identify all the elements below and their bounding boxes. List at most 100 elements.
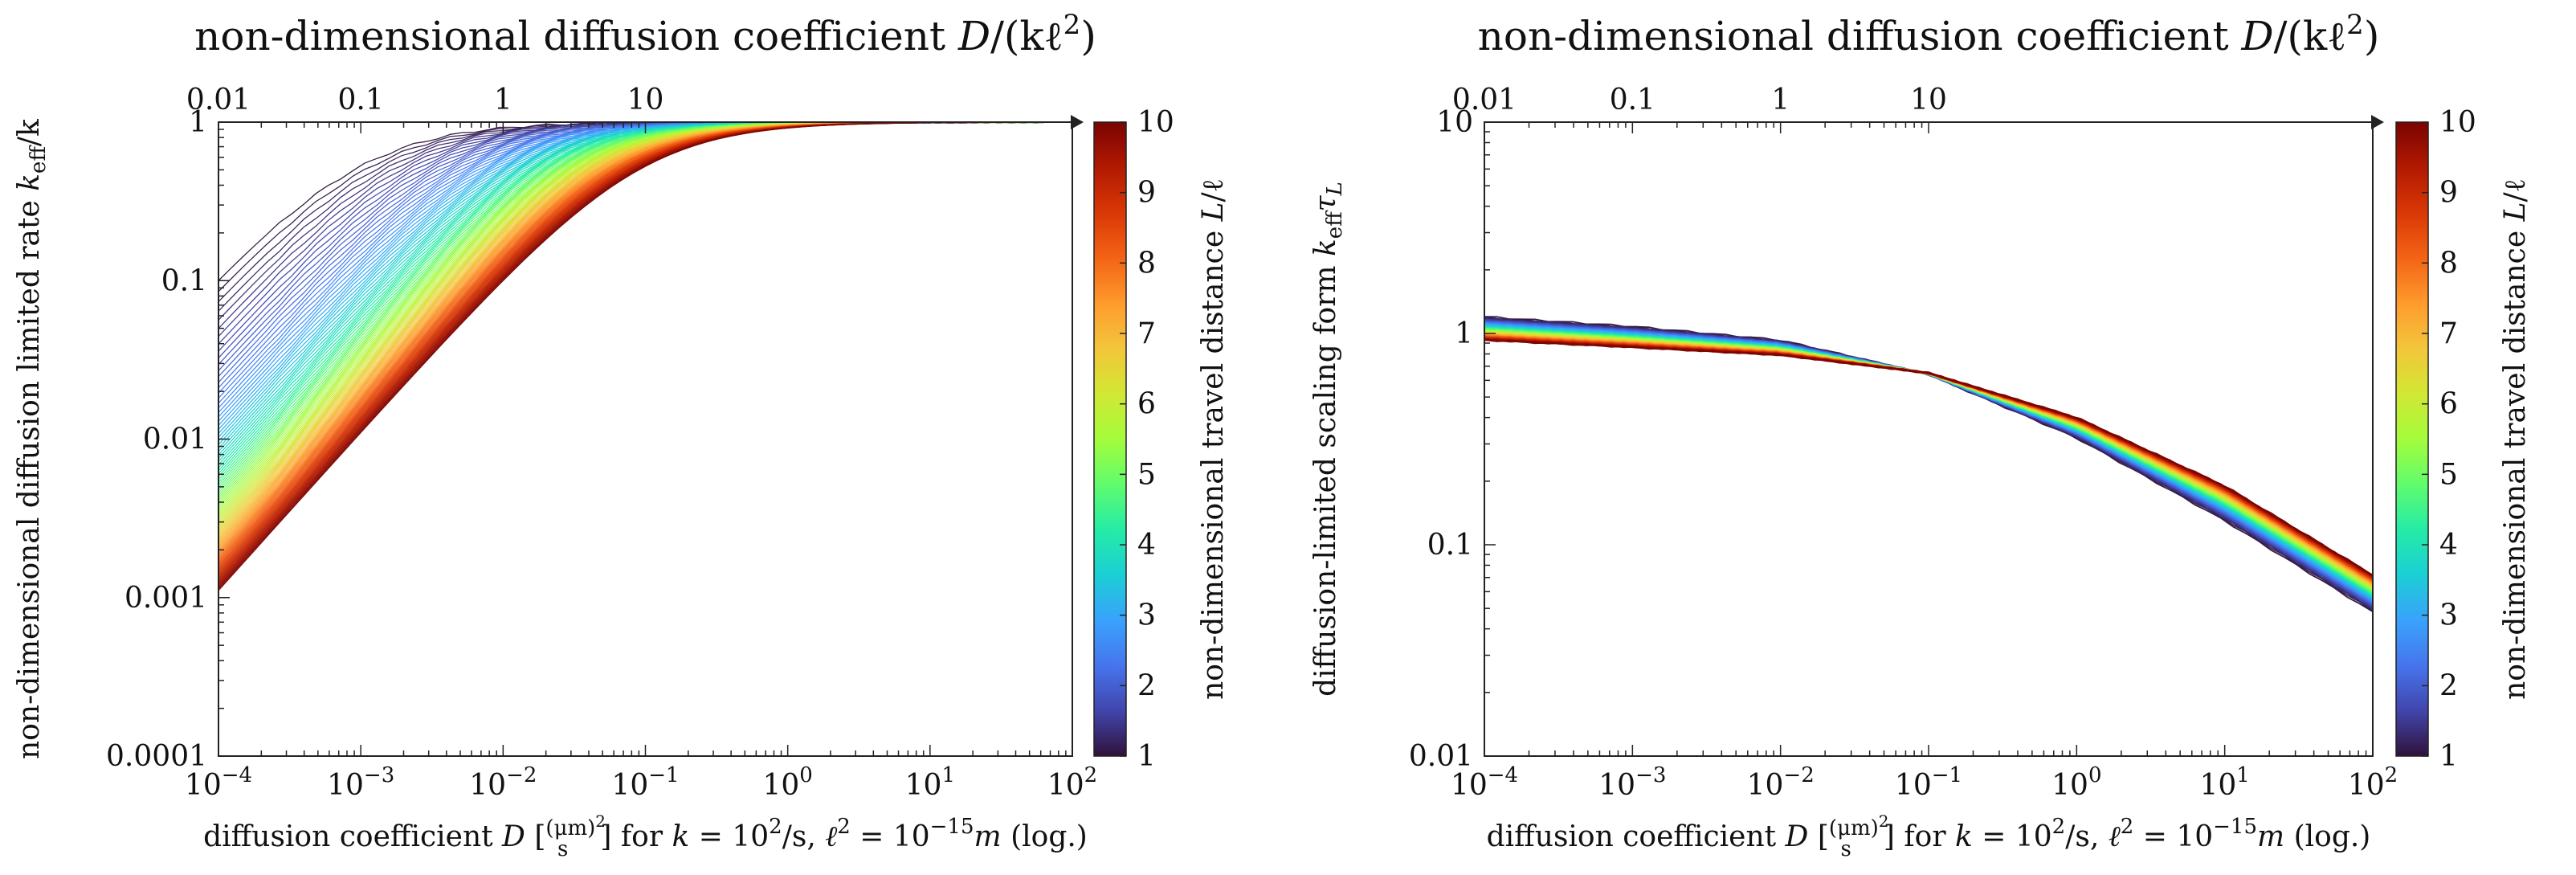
series-line-L6.36 (1484, 331, 2373, 587)
series-line-L2.00 (1484, 320, 2373, 606)
series-line-L2.27 (1484, 321, 2373, 603)
series-line-L3.45 (1484, 325, 2373, 599)
series-group (218, 122, 1072, 591)
series-line-L1.82 (1484, 320, 2373, 605)
series-line-L6.18 (218, 122, 1072, 525)
series-line-L4.27 (1484, 327, 2373, 595)
top-tick-label: 0.1 (338, 84, 384, 117)
y-tick-label: 0.01 (143, 423, 207, 456)
y-axis-label: non-dimensional diffusion limited rate k… (13, 118, 51, 759)
series-line-L2.55 (1484, 322, 2373, 603)
colorbar-tick-label: 3 (1137, 599, 1156, 632)
series-line-L6.64 (1484, 333, 2373, 586)
series-line-L1.64 (1484, 319, 2373, 608)
series-line-L6.09 (1484, 332, 2373, 588)
x-tick-label: 10−2 (1747, 763, 1815, 802)
series-line-L2.45 (1484, 321, 2373, 603)
top-tick-label: 0.1 (1610, 84, 1655, 117)
x-tick-label: 101 (905, 763, 955, 802)
series-line-L6.27 (1484, 332, 2373, 587)
colorbar-tick-label: 9 (2439, 177, 2458, 210)
series-line-L8.73 (218, 122, 1072, 572)
series-line-L1.00 (1484, 316, 2373, 612)
colorbar-tick-label: 7 (2439, 317, 2458, 350)
series-line-L2.64 (1484, 323, 2373, 601)
series-line-L4.91 (1484, 329, 2373, 591)
series-line-L3.64 (1484, 325, 2373, 597)
series-line-L3.00 (1484, 324, 2373, 600)
series-line-L1.27 (1484, 318, 2373, 610)
x-tick-label: 10−3 (327, 763, 394, 802)
series-line-L2.73 (1484, 323, 2373, 601)
top-tick-label: 1 (494, 84, 512, 117)
series-group (1484, 316, 2373, 612)
series-line-L4.36 (1484, 328, 2373, 594)
series-line-L3.91 (1484, 327, 2373, 596)
colorbar-tick-label: 1 (1137, 740, 1156, 773)
series-line-L8.27 (218, 122, 1072, 565)
colorbar-tick-label: 4 (2439, 529, 2458, 562)
colorbar-tick-label: 6 (1137, 388, 1156, 421)
series-line-L3.82 (1484, 325, 2373, 598)
series-line-L8.64 (218, 122, 1072, 571)
y-tick-label: 10 (1436, 106, 1473, 139)
series-line-L9.55 (218, 122, 1072, 585)
chart-title: non-dimensional diffusion coefficient D/… (194, 9, 1096, 59)
y-tick-label: 1 (189, 106, 207, 139)
series-line-L5.00 (1484, 329, 2373, 592)
y-tick-label: 1 (1455, 317, 1473, 350)
colorbar (1093, 121, 1127, 757)
x-axis-label: diffusion coefficient D [(μm)2 s] for k =… (203, 812, 1088, 861)
series-line-L2.36 (1484, 321, 2373, 603)
series-line-L5.18 (1484, 329, 2373, 592)
series-line-L5.45 (1484, 329, 2373, 591)
series-line-L5.91 (1484, 330, 2373, 589)
colorbar-tick-label: 3 (2439, 599, 2458, 632)
top-axis-arrow (2371, 115, 2384, 129)
series-line-L6.82 (218, 122, 1072, 538)
y-axis-label: diffusion-limited scaling form keffτL (1309, 182, 1347, 697)
series-line-L4.82 (1484, 329, 2373, 592)
series-line-L2.82 (1484, 323, 2373, 601)
colorbar-label: non-dimensional travel distance L/ℓ (1197, 178, 1230, 700)
series-line-L5.64 (218, 122, 1072, 513)
colorbar-tick-label: 10 (1137, 106, 1174, 139)
colorbar-tick-label: 7 (1137, 317, 1156, 350)
series-line-L4.00 (1484, 326, 2373, 595)
series-line-L3.18 (1484, 324, 2373, 599)
series-line-L6.82 (1484, 332, 2373, 587)
colorbar-tick-label: 1 (2439, 740, 2458, 773)
series-line-L5.73 (1484, 331, 2373, 589)
colorbar-label: non-dimensional travel distance L/ℓ (2499, 178, 2532, 700)
plot-frame (1484, 121, 2374, 757)
series-line-L6.45 (1484, 332, 2373, 587)
x-tick-label: 100 (762, 763, 812, 802)
colorbar-tick-label: 2 (1137, 669, 1156, 702)
series-line-L3.27 (1484, 324, 2373, 599)
series-line-L6.73 (1484, 333, 2373, 586)
series-line-L6.18 (1484, 332, 2373, 587)
series-line-L3.09 (1484, 325, 2373, 599)
top-tick-label: 10 (627, 84, 664, 117)
series-line-L5.82 (1484, 330, 2373, 588)
series-line-L1.18 (1484, 317, 2373, 611)
series-line-L2.18 (1484, 322, 2373, 603)
series-line-L1.45 (1484, 318, 2373, 608)
y-tick-label: 0.0001 (106, 740, 207, 773)
series-line-L6.55 (218, 122, 1072, 533)
colorbar-tick-label: 4 (1137, 529, 1156, 562)
series-line-L5.45 (218, 122, 1072, 508)
series-line-L6.00 (1484, 330, 2373, 589)
series-line-L2.09 (1484, 321, 2373, 605)
series-line-L7.36 (218, 122, 1072, 549)
series-line-L4.55 (1484, 328, 2373, 594)
series-line-L1.36 (1484, 318, 2373, 608)
series-line-L4.09 (1484, 326, 2373, 595)
top-tick-label: 0.01 (1452, 84, 1517, 117)
x-axis-label: diffusion coefficient D [(μm)2 s] for k =… (1487, 812, 2371, 861)
series-line-L5.09 (1484, 329, 2373, 592)
colorbar-tick-label: 5 (2439, 458, 2458, 491)
y-tick-label: 0.1 (161, 264, 207, 297)
y-tick-label: 0.01 (1409, 740, 1473, 773)
series-line-L3.36 (1484, 325, 2373, 599)
